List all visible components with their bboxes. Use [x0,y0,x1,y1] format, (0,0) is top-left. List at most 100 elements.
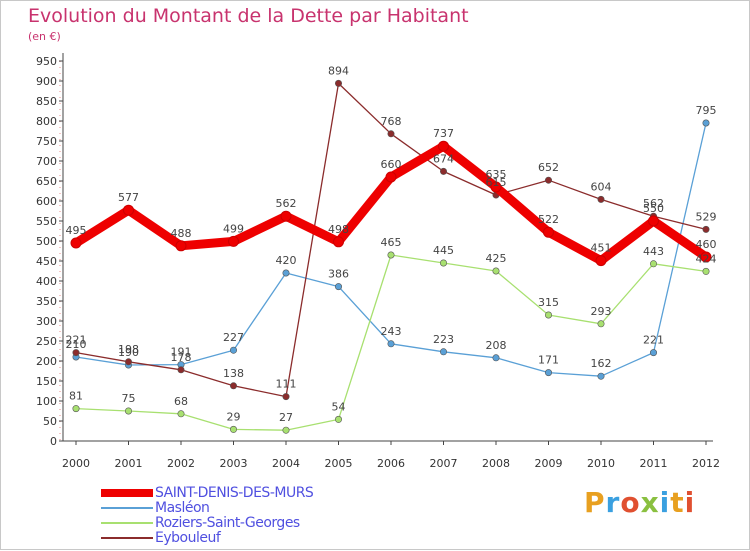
data-label: 499 [223,222,244,235]
data-point [387,251,395,259]
data-point [387,340,395,348]
y-tick-label: 350 [36,295,57,308]
data-point [597,372,605,380]
data-point [280,210,292,222]
data-label: 162 [591,357,612,370]
data-label: 577 [118,191,139,204]
data-label: 498 [328,223,349,236]
data-point [544,311,552,319]
data-label: 315 [538,296,559,309]
data-label: 223 [433,333,454,346]
data-point [492,267,500,275]
data-point [648,215,659,227]
data-label: 221 [643,334,664,347]
data-point [72,405,80,413]
data-label: 495 [66,224,87,237]
data-point [125,358,133,366]
data-label: 465 [381,236,402,249]
y-tick-label: 450 [36,255,57,268]
data-label: 293 [591,305,612,318]
data-point [72,349,80,357]
x-tick-label: 2011 [640,457,668,470]
data-point [543,226,554,238]
y-tick-label: 0 [50,435,57,448]
data-point [700,251,712,263]
data-label: 550 [643,202,664,215]
data-point [385,171,397,183]
data-point [439,167,447,175]
data-label: 191 [171,346,192,359]
data-point [70,237,82,249]
y-tick-label: 250 [36,335,57,348]
data-label: 424 [696,252,717,265]
data-point [702,119,710,127]
data-label: 635 [486,168,507,181]
data-label: 190 [118,346,139,359]
y-tick-label: 300 [36,315,57,328]
data-label: 529 [696,210,717,223]
data-point [439,259,447,267]
data-point [649,260,657,268]
data-point [334,415,342,423]
data-label: 27 [279,411,293,424]
data-point [649,349,657,357]
data-label: 562 [643,197,664,210]
data-label: 227 [223,331,244,344]
data-label: 178 [171,351,192,364]
data-point [492,354,500,362]
legend-label: Masléon [155,500,210,516]
brand-logo: Proxiti [584,486,696,519]
data-point [597,195,605,203]
data-label: 54 [332,400,346,413]
y-tick-label: 150 [36,375,57,388]
y-tick-label: 600 [36,195,57,208]
data-point [177,410,185,418]
data-point [230,382,238,390]
data-label: 894 [328,64,349,77]
legend-label: Roziers-Saint-Georges [155,515,300,531]
legend-swatch [101,489,153,497]
data-label: 75 [122,392,136,405]
data-point [544,369,552,377]
data-label: 208 [486,339,507,352]
data-point [597,320,605,328]
data-point [175,240,187,252]
data-label: 522 [538,213,559,226]
data-label: 451 [591,242,612,255]
legend-label: SAINT-DENIS-DES-MURS [155,485,314,501]
y-tick-label: 500 [36,235,57,248]
y-tick-label: 800 [36,115,57,128]
data-point [177,366,185,374]
data-point [702,225,710,233]
data-label: 615 [486,176,507,189]
legend-swatch [101,507,153,509]
data-label: 660 [381,158,402,171]
data-label: 604 [591,180,612,193]
data-label: 795 [696,104,717,117]
data-label: 210 [66,338,87,351]
x-tick-label: 2000 [62,457,90,470]
x-tick-label: 2010 [587,457,615,470]
x-tick-label: 2006 [377,457,405,470]
data-point [125,407,133,415]
data-point [228,235,239,247]
y-tick-label: 850 [36,95,57,108]
x-tick-label: 2001 [115,457,143,470]
data-point [282,426,290,434]
legend-swatch [101,537,153,539]
data-label: 737 [433,127,454,140]
data-point [595,255,607,267]
y-tick-label: 650 [36,175,57,188]
data-label: 29 [227,410,241,423]
x-tick-label: 2005 [325,457,353,470]
data-label: 171 [538,354,559,367]
data-point [438,140,449,152]
data-point [334,283,342,291]
y-tick-label: 750 [36,135,57,148]
data-label: 425 [486,252,507,265]
x-tick-label: 2007 [430,457,458,470]
data-label: 420 [276,254,297,267]
data-point [333,236,344,248]
